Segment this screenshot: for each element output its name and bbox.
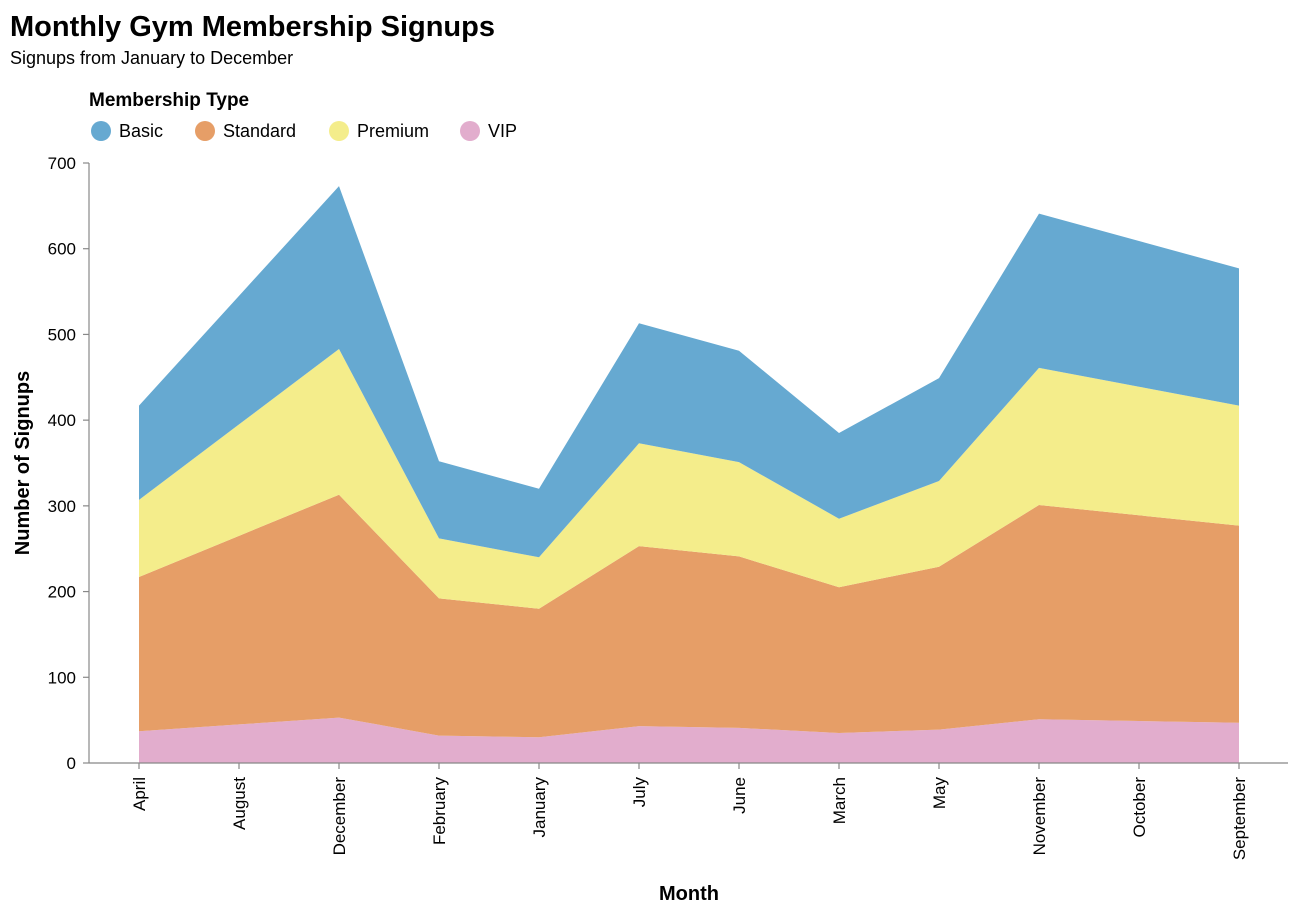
y-tick-label: 200 (48, 583, 76, 602)
y-tick-label: 700 (48, 154, 76, 173)
area-basic (139, 186, 1239, 558)
x-tick-label: August (230, 777, 249, 830)
x-axis-title: Month (659, 883, 719, 905)
legend-label: Basic (119, 121, 163, 141)
y-tick-label: 500 (48, 325, 76, 344)
y-tick-label: 400 (48, 411, 76, 430)
legend-item-premium: Premium (329, 121, 429, 141)
x-tick-label: September (1230, 777, 1249, 860)
legend-label: Standard (223, 121, 296, 141)
legend-swatch (460, 121, 480, 141)
area-vip (139, 717, 1239, 763)
legend-label: Premium (357, 121, 429, 141)
y-tick-label: 100 (48, 668, 76, 687)
area-premium (139, 349, 1239, 609)
legend-swatch (91, 121, 111, 141)
y-tick-label: 600 (48, 240, 76, 259)
chart-title: Monthly Gym Membership Signups (10, 11, 495, 43)
area-standard (139, 494, 1239, 738)
legend-item-basic: Basic (91, 121, 163, 141)
y-tick-label: 300 (48, 497, 76, 516)
x-tick-label: December (330, 777, 349, 856)
y-tick-label: 0 (67, 754, 76, 773)
legend-item-standard: Standard (195, 121, 296, 141)
x-tick-label: July (630, 777, 649, 808)
legend-swatch (195, 121, 215, 141)
x-tick-label: March (830, 777, 849, 824)
legend-item-vip: VIP (460, 121, 517, 141)
x-tick-label: October (1130, 777, 1149, 838)
legend: Membership Type Basic Standard Premium VIP (89, 90, 517, 141)
stacked-areas (139, 186, 1239, 763)
x-tick-label: April (130, 777, 149, 811)
x-tick-label: May (930, 777, 949, 810)
legend-label: VIP (488, 121, 517, 141)
chart-subtitle: Signups from January to December (10, 48, 293, 68)
y-axis: 0 100 200 300 400 500 600 700 (48, 154, 90, 773)
x-tick-label: November (1030, 777, 1049, 856)
x-tick-label: February (430, 777, 449, 846)
x-tick-label: June (730, 777, 749, 814)
x-tick-label: January (530, 777, 549, 838)
x-axis: April August December February January July Ju… (89, 762, 1288, 860)
y-axis-title: Number of Signups (12, 371, 34, 555)
legend-swatch (329, 121, 349, 141)
legend-title: Membership Type (89, 90, 249, 111)
